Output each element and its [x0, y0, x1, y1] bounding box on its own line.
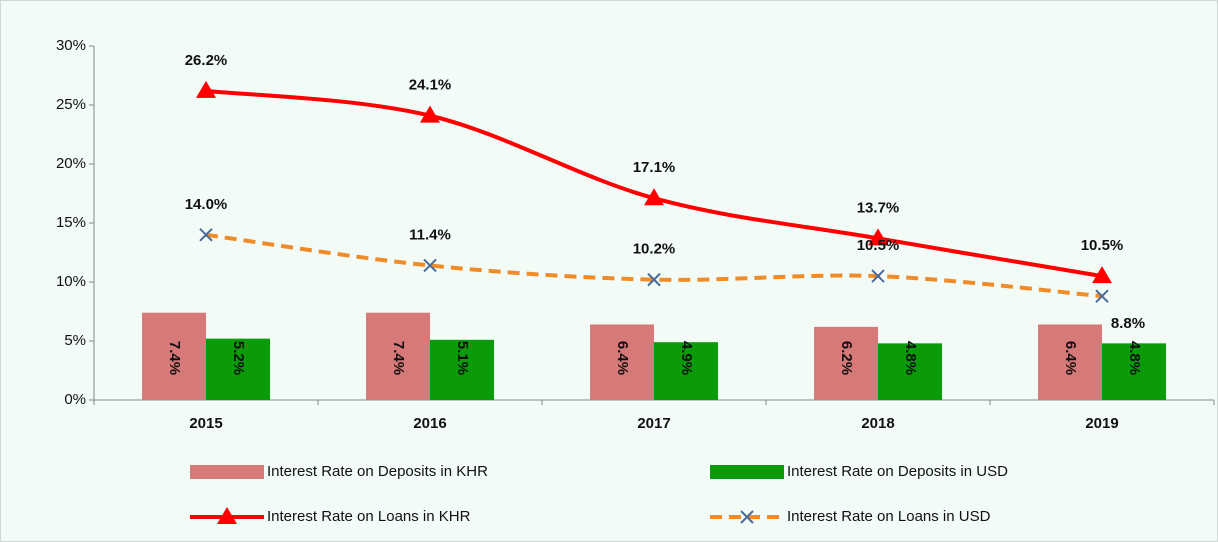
- legend-swatch: [710, 465, 784, 479]
- bar-value-label: 6.4%: [614, 341, 631, 375]
- line-value-label: 10.2%: [633, 241, 676, 258]
- legend-label: Interest Rate on Loans in USD: [787, 508, 991, 525]
- line-value-label: 26.2%: [185, 52, 228, 69]
- marker: [871, 269, 885, 283]
- bar: [654, 342, 718, 400]
- marker: [423, 258, 437, 273]
- legend-item: Interest Rate on Loans in USD: [710, 508, 991, 525]
- marker: [199, 228, 213, 242]
- legend-label: Interest Rate on Loans in KHR: [267, 508, 471, 525]
- bar: [366, 312, 430, 400]
- line-value-label: 13.7%: [857, 199, 900, 216]
- legend-item: Interest Rate on Loans in KHR: [190, 507, 471, 525]
- y-tick-label: 30%: [56, 37, 86, 54]
- marker: [1095, 289, 1109, 303]
- marker: [644, 188, 664, 206]
- y-tick-label: 25%: [56, 96, 86, 113]
- marker: [217, 507, 237, 524]
- x-tick-label: 2017: [637, 415, 670, 432]
- marker: [868, 228, 888, 246]
- x-tick-label: 2016: [413, 415, 446, 432]
- legend-item: Interest Rate on Deposits in USD: [710, 463, 1008, 480]
- bar-value-label: 4.8%: [1126, 341, 1143, 375]
- line-value-label: 24.1%: [409, 77, 452, 94]
- bar-value-label: 7.4%: [390, 341, 407, 375]
- line-value-label: 11.4%: [409, 226, 451, 243]
- line: [205, 232, 1103, 299]
- line-value-label: 14.0%: [185, 196, 228, 213]
- marker: [740, 510, 754, 524]
- bar: [1102, 343, 1166, 400]
- legend-label: Interest Rate on Deposits in USD: [787, 463, 1008, 480]
- bar-value-label: 4.8%: [902, 341, 919, 375]
- bar-value-label: 5.1%: [454, 341, 471, 375]
- bar-value-label: 6.4%: [1062, 341, 1079, 375]
- legend-item: Interest Rate on Deposits in KHR: [190, 463, 488, 480]
- bar: [814, 326, 878, 400]
- x-tick-label: 2015: [189, 415, 222, 432]
- bar: [1038, 324, 1102, 400]
- bar: [590, 324, 654, 400]
- bar-value-label: 5.2%: [230, 341, 247, 375]
- line-value-label: 10.5%: [1081, 237, 1124, 254]
- y-tick-label: 15%: [56, 214, 86, 231]
- bar: [142, 312, 206, 400]
- line-value-label: 10.5%: [857, 237, 900, 254]
- x-tick-label: 2019: [1085, 415, 1118, 432]
- y-tick-label: 5%: [64, 332, 86, 349]
- bar: [206, 338, 270, 400]
- marker: [1092, 266, 1112, 284]
- marker: [420, 105, 440, 123]
- bar: [878, 343, 942, 400]
- y-tick-label: 0%: [64, 391, 86, 408]
- line-value-label: 8.8%: [1111, 315, 1145, 332]
- marker: [196, 80, 216, 98]
- y-tick-label: 10%: [56, 273, 86, 290]
- marker: [647, 272, 661, 287]
- x-tick-label: 2018: [861, 415, 894, 432]
- legend-swatch: [190, 465, 264, 479]
- bar-value-label: 6.2%: [838, 341, 855, 375]
- line-value-label: 17.1%: [633, 159, 676, 176]
- bar-value-label: 7.4%: [166, 341, 183, 375]
- legend-label: Interest Rate on Deposits in KHR: [267, 463, 488, 480]
- bar-value-label: 4.9%: [678, 341, 695, 375]
- bar: [430, 339, 494, 400]
- y-tick-label: 20%: [56, 155, 86, 172]
